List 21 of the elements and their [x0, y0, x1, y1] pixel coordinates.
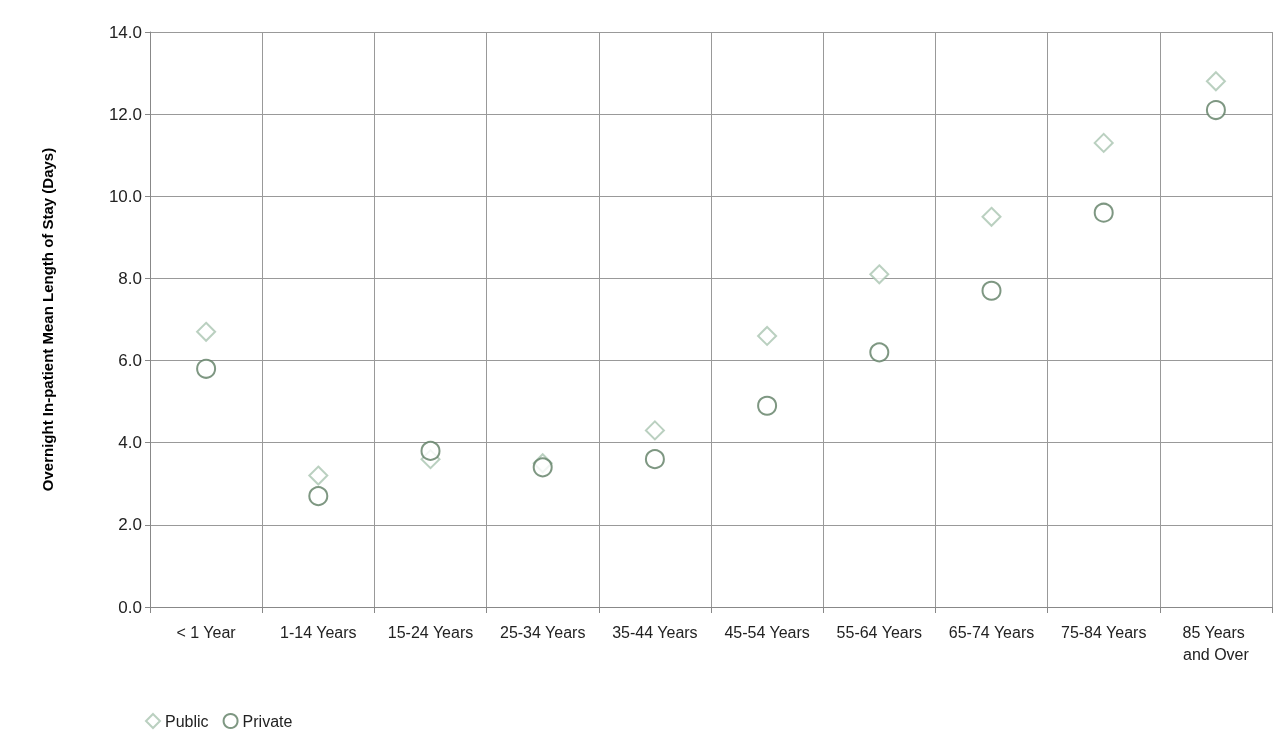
y-axis-title: Overnight In-patient Mean Length of Stay (Days)	[39, 147, 56, 492]
y-tick-label: 8.0	[118, 268, 142, 288]
y-tick-label: 4.0	[118, 433, 142, 453]
legend-label: Private	[242, 712, 293, 730]
y-tick-label: 2.0	[118, 515, 142, 535]
x-tick-label: 45-54 Years	[724, 623, 810, 641]
y-tick-label: 14.0	[108, 22, 142, 42]
y-tick-label: 10.0	[108, 186, 142, 206]
y-tick-label: 12.0	[108, 104, 142, 124]
y-tick-label: 6.0	[118, 351, 142, 371]
legend-label: Public	[165, 712, 209, 730]
y-tick-label: 0.0	[118, 597, 142, 617]
x-tick-label: 35-44 Years	[612, 623, 698, 641]
x-tick-label: 25-34 Years	[500, 623, 586, 641]
x-tick-label: 55-64 Years	[836, 623, 922, 641]
x-tick-label: < 1 Year	[176, 623, 237, 641]
x-tick-label: 85 Years and Over	[1182, 623, 1250, 663]
x-tick-label: 75-84 Years	[1061, 623, 1147, 641]
x-tick-label: 1-14 Years	[280, 623, 357, 641]
x-tick-label: 65-74 Years	[948, 623, 1035, 641]
x-tick-label: 15-24 Years	[387, 623, 474, 641]
